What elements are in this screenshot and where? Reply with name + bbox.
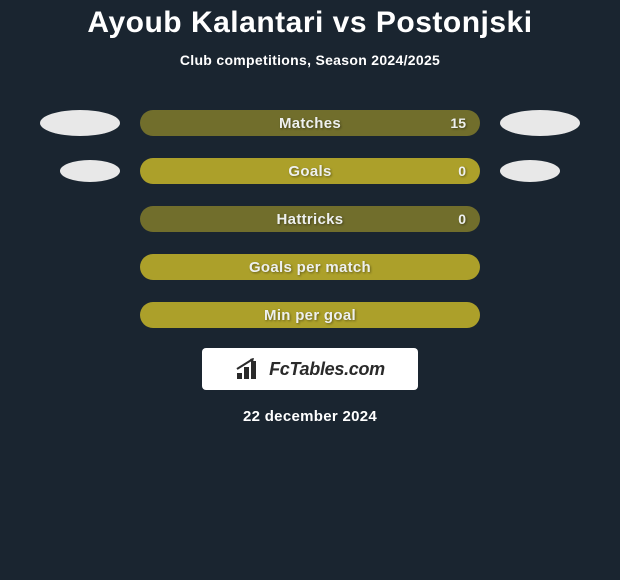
logo-text: FcTables.com [269,359,385,380]
stat-label: Hattricks [277,211,344,228]
stat-bar-hattricks: Hattricks 0 [140,206,480,232]
page-title: Ayoub Kalantari vs Postonjski [0,6,620,40]
stat-label: Goals per match [249,259,371,276]
stat-bar-goals: Goals 0 [140,158,480,184]
stat-label: Goals [288,163,331,180]
date-text: 22 december 2024 [0,408,620,425]
stat-row-goals-per-match: Goals per match [0,254,620,280]
stat-row-min-per-goal: Min per goal [0,302,620,328]
stat-bar-matches: Matches 15 [140,110,480,136]
stat-row-matches: Matches 15 [0,110,620,136]
stat-value: 0 [458,211,466,227]
ellipse-right-icon [500,110,580,136]
stat-row-goals: Goals 0 [0,158,620,184]
stat-bar-goals-per-match: Goals per match [140,254,480,280]
subtitle: Club competitions, Season 2024/2025 [0,52,620,68]
chart-icon [235,357,263,381]
stat-row-hattricks: Hattricks 0 [0,206,620,232]
stat-value: 0 [458,163,466,179]
main-container: Ayoub Kalantari vs Postonjski Club compe… [0,0,620,425]
ellipse-left-icon [60,160,120,182]
stat-value: 15 [450,115,466,131]
logo-box[interactable]: FcTables.com [202,348,418,390]
stat-label: Min per goal [264,307,356,324]
ellipse-left-icon [40,110,120,136]
ellipse-right-icon [500,160,560,182]
logo-content: FcTables.com [235,357,385,381]
stat-bar-min-per-goal: Min per goal [140,302,480,328]
stat-label: Matches [279,115,341,132]
